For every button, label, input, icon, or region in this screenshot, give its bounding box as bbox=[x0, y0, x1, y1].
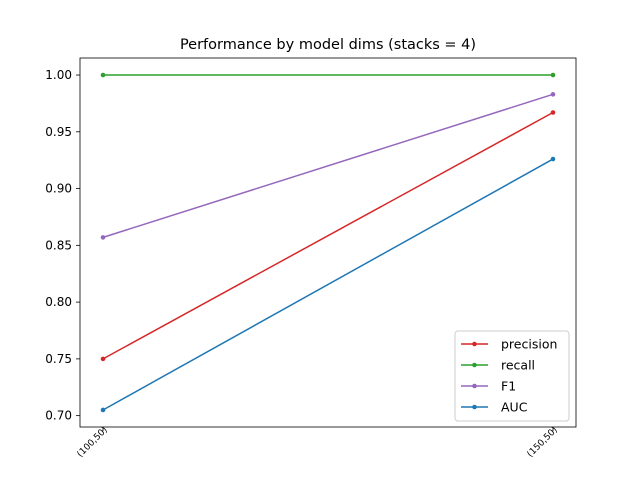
legend-label: F1 bbox=[501, 379, 516, 394]
series-recall bbox=[100, 72, 556, 78]
series-precision bbox=[100, 110, 556, 362]
y-axis: 0.70 0.75 0.80 0.85 0.90 0.95 1.00 bbox=[45, 68, 80, 423]
series-auc bbox=[100, 156, 556, 413]
y-tick-label: 0.90 bbox=[45, 182, 72, 196]
legend-marker bbox=[472, 383, 477, 389]
legend-item: recall bbox=[461, 358, 535, 373]
plot-area bbox=[79, 57, 577, 428]
series-line bbox=[102, 93, 554, 239]
data-point bbox=[550, 156, 556, 162]
data-point bbox=[100, 72, 106, 78]
series-line bbox=[102, 111, 554, 360]
y-tick-label: 0.75 bbox=[45, 352, 72, 366]
series-layer bbox=[100, 72, 556, 413]
chart-title: Performance by model dims (stacks = 4) bbox=[180, 37, 476, 53]
legend-box bbox=[454, 330, 570, 422]
legend-marker bbox=[472, 341, 477, 347]
data-point bbox=[550, 110, 556, 115]
legend-item: F1 bbox=[461, 379, 516, 394]
y-tick-label: 0.85 bbox=[45, 238, 72, 252]
legend-label: recall bbox=[501, 358, 535, 373]
data-point bbox=[100, 235, 106, 240]
data-point bbox=[550, 72, 556, 78]
legend-item: precision bbox=[461, 337, 557, 352]
legend-marker bbox=[472, 362, 477, 368]
legend-item: AUC bbox=[461, 400, 528, 415]
x-axis: (100,50) (150,50) bbox=[76, 425, 560, 459]
y-tick-label: 0.95 bbox=[45, 125, 72, 139]
data-point bbox=[100, 356, 106, 362]
data-point bbox=[100, 407, 106, 413]
series-line bbox=[102, 158, 554, 411]
x-tick-label: (100,50) bbox=[76, 425, 110, 459]
data-point bbox=[550, 92, 556, 97]
legend-label: AUC bbox=[501, 400, 528, 415]
y-tick-label: 1.00 bbox=[45, 68, 72, 82]
x-tick-label: (150,50) bbox=[526, 425, 560, 459]
y-tick-label: 0.70 bbox=[45, 409, 72, 423]
legend: precision recall F1 AUC bbox=[454, 330, 570, 422]
series-f1 bbox=[100, 92, 556, 240]
y-tick-label: 0.80 bbox=[45, 295, 72, 309]
legend-label: precision bbox=[501, 337, 557, 352]
legend-marker bbox=[472, 404, 477, 410]
